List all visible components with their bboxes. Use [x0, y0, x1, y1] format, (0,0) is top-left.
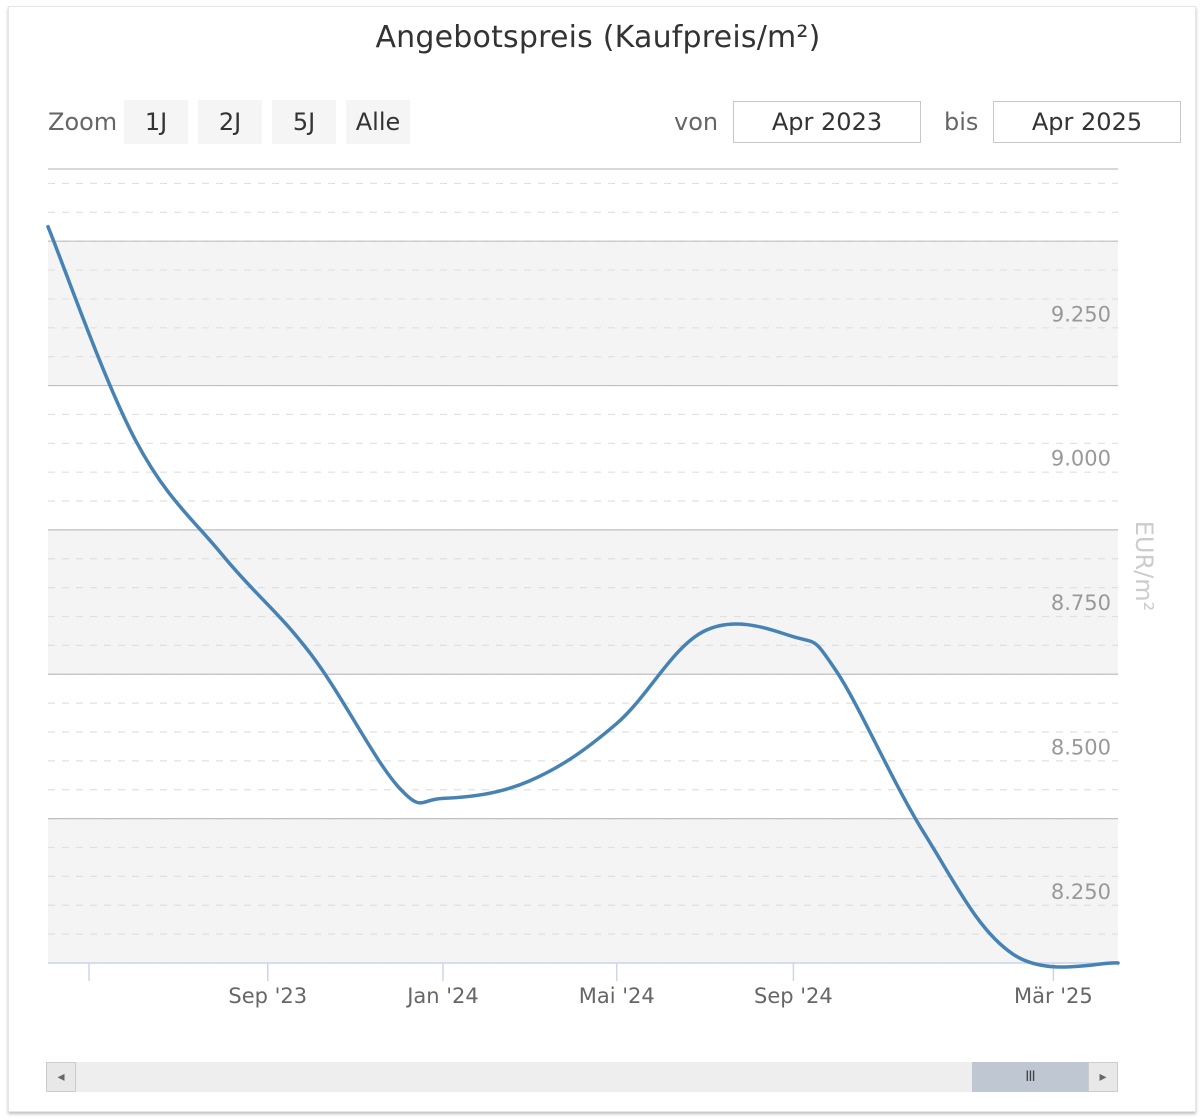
zoom-2j-button[interactable]: 2J	[198, 100, 262, 144]
y-tick-label: 9.000	[1051, 447, 1111, 471]
major-gridlines	[48, 168, 1118, 820]
scrollbar-thumb[interactable]: III	[972, 1062, 1088, 1092]
chart-plot: 8.250 8.500 8.750 9.000 9.250 EUR/m² Sep '23…	[46, 168, 1158, 1008]
scroll-left-button[interactable]: ◂	[46, 1062, 76, 1092]
from-label: von	[674, 108, 719, 136]
x-tick-label: Jan '24	[405, 984, 479, 1008]
zoom-label: Zoom	[48, 108, 118, 136]
plot-band	[48, 241, 1118, 386]
plot-band	[48, 529, 1118, 675]
scrollbar-track[interactable]	[46, 1062, 1118, 1092]
chart-title: Angebotspreis (Kaufpreis/m²)	[375, 20, 821, 55]
y-tick-label: 9.250	[1051, 302, 1111, 326]
y-tick-label: 8.250	[1051, 880, 1111, 904]
y-tick-label: 8.500	[1051, 735, 1111, 759]
zoom-1j-button[interactable]: 1J	[124, 100, 188, 144]
y-tick-label: 8.750	[1051, 591, 1111, 615]
y-axis-label: EUR/m²	[1130, 521, 1158, 612]
x-tick-label: Sep '24	[754, 984, 833, 1008]
plot-bands	[48, 241, 1118, 963]
to-date-input[interactable]: Apr 2025	[993, 101, 1181, 143]
plot-band	[48, 818, 1118, 963]
x-tick-label: Mai '24	[579, 984, 655, 1008]
y-tick-labels: 8.250 8.500 8.750 9.000 9.250	[1051, 302, 1111, 903]
scrollbar-grip-icon: III	[1025, 1069, 1035, 1085]
zoom-alle-button[interactable]: Alle	[346, 100, 410, 144]
from-date-input[interactable]: Apr 2023	[733, 101, 921, 143]
to-label: bis	[944, 108, 979, 136]
x-ticks: Sep '23 Jan '24 Mai '24 Sep '24 Mär '25	[88, 963, 1093, 1008]
x-tick-label: Mär '25	[1014, 984, 1093, 1008]
scroll-right-button[interactable]: ▸	[1088, 1062, 1118, 1092]
series-line[interactable]	[46, 224, 1120, 969]
zoom-5j-button[interactable]: 5J	[272, 100, 336, 144]
x-tick-label: Sep '23	[228, 984, 307, 1008]
